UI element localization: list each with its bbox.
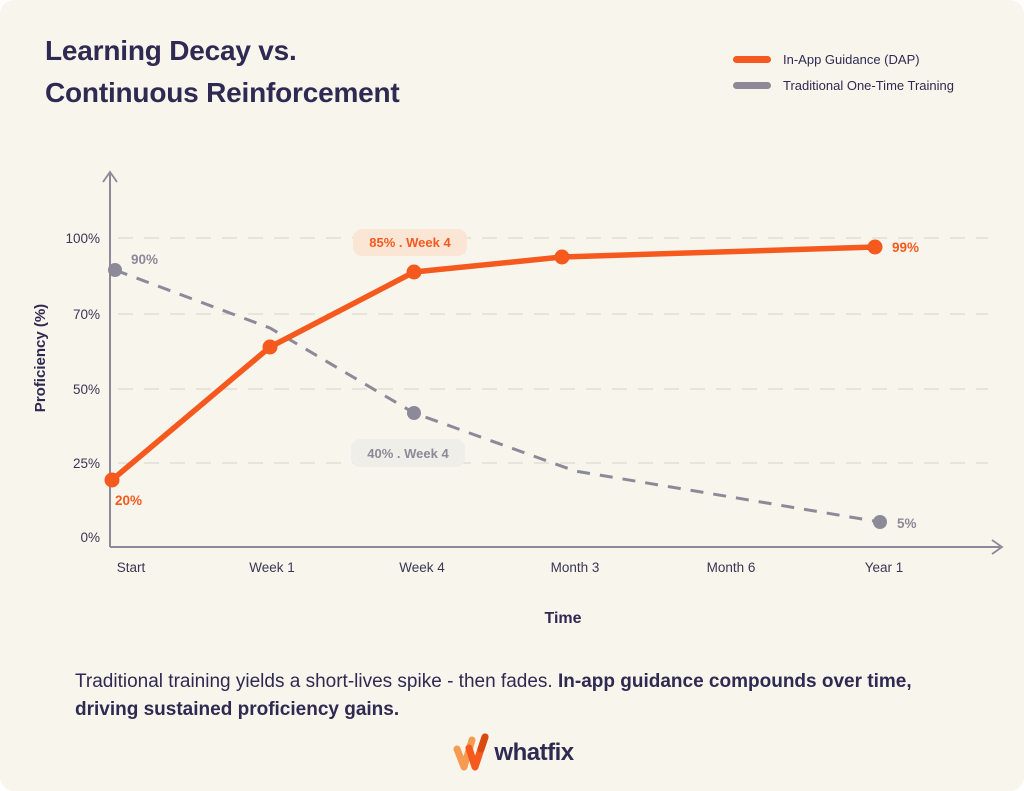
brand-name: whatfix xyxy=(494,739,574,766)
y-tick-50: 50% xyxy=(73,382,100,397)
gray-end-value-label: 5% xyxy=(897,516,917,531)
legend-item-in-app-guidance: In-App Guidance (DAP) xyxy=(733,52,954,67)
chart-title-line1: Learning Decay vs. xyxy=(45,35,297,66)
orange-line-swatch-icon xyxy=(733,56,771,63)
in-app-guidance-markers xyxy=(104,239,883,488)
y-tick-25: 25% xyxy=(73,456,100,471)
orange-badge-label: 85% . Week 4 xyxy=(369,235,451,250)
orange-point-week4 xyxy=(406,264,422,280)
gray-point-start xyxy=(108,263,122,277)
x-axis-arrow-icon xyxy=(991,539,1004,555)
legend: In-App Guidance (DAP) Traditional One-Ti… xyxy=(733,52,954,93)
y-tick-0: 0% xyxy=(80,530,100,545)
orange-start-value-label: 20% xyxy=(115,493,142,508)
gray-callout-badge: 40% . Week 4 xyxy=(351,439,465,467)
x-tick-labels: Start Week 1 Week 4 Month 3 Month 6 Year… xyxy=(117,560,904,575)
whatfix-logo-icon xyxy=(453,733,489,771)
orange-point-start xyxy=(104,472,120,488)
caption-normal-text: Traditional training yields a short-live… xyxy=(75,671,558,692)
gray-badge-bg xyxy=(351,439,465,467)
orange-badge-bg xyxy=(353,229,467,256)
traditional-training-markers xyxy=(108,263,887,529)
gray-line-swatch-icon xyxy=(733,82,771,89)
y-tick-labels: 100% 70% 50% 25% 0% xyxy=(65,231,100,545)
y-axis-arrow-icon xyxy=(102,170,118,183)
legend-label: In-App Guidance (DAP) xyxy=(783,52,920,67)
gray-point-year1 xyxy=(873,515,887,529)
x-tick-week1: Week 1 xyxy=(249,560,295,575)
x-tick-month6: Month 6 xyxy=(707,560,756,575)
legend-item-traditional-training: Traditional One-Time Training xyxy=(733,78,954,93)
x-tick-week4: Week 4 xyxy=(399,560,445,575)
orange-point-year1 xyxy=(867,239,883,255)
line-chart: 85% . Week 4 40% . Week 4 90% 5% 20% 99%… xyxy=(32,170,1004,627)
orange-callout-badge: 85% . Week 4 xyxy=(353,229,467,256)
caption-bold-text: In-app guidance compounds over time, dri… xyxy=(75,671,912,721)
y-tick-100: 100% xyxy=(65,231,100,246)
gray-badge-label: 40% . Week 4 xyxy=(367,446,449,461)
axes xyxy=(102,170,1004,555)
x-axis-title: Time xyxy=(544,610,581,627)
chart-title-line2: Continuous Reinforcement xyxy=(45,77,400,108)
x-tick-start: Start xyxy=(117,560,146,575)
orange-end-value-label: 99% xyxy=(892,240,919,255)
gridlines xyxy=(118,237,988,464)
traditional-training-line xyxy=(114,268,881,524)
orange-point-month3 xyxy=(554,249,570,265)
in-app-guidance-line xyxy=(109,244,878,483)
gray-point-week4 xyxy=(407,406,421,420)
legend-label: Traditional One-Time Training xyxy=(783,78,954,93)
caption: Traditional training yields a short-live… xyxy=(75,668,970,724)
x-tick-year1: Year 1 xyxy=(865,560,904,575)
gray-start-value-label: 90% xyxy=(131,252,158,267)
x-tick-month3: Month 3 xyxy=(551,560,600,575)
y-tick-70: 70% xyxy=(73,307,100,322)
orange-point-week1 xyxy=(262,339,278,355)
chart-title: Learning Decay vs. Continuous Reinforcem… xyxy=(45,30,400,114)
y-axis-title: Proficiency (%) xyxy=(32,304,49,412)
whatfix-logo: whatfix xyxy=(0,733,1024,773)
